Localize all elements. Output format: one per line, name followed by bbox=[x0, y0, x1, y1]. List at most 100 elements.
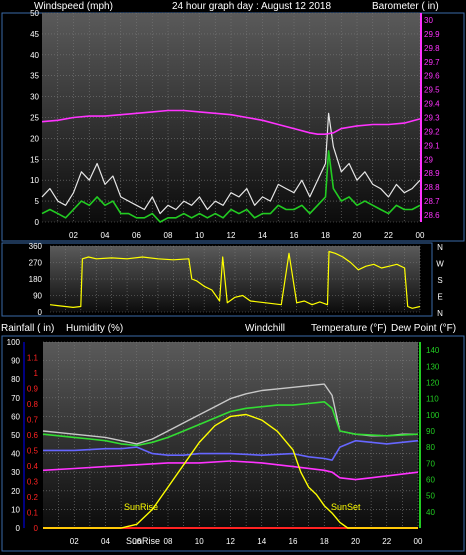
temp-y-tick: 50 bbox=[426, 492, 435, 501]
baro-y-tick: 30 bbox=[424, 16, 433, 25]
panel-frame-temp bbox=[1, 335, 465, 552]
baro-y-tick: 29.8 bbox=[424, 44, 440, 53]
dir-y-tick: 360 bbox=[29, 242, 43, 251]
x-tick-label-p3: 18 bbox=[320, 537, 329, 546]
rain-y-tick: 0 bbox=[34, 524, 39, 533]
humidity-ylabel: Humidity (%) bbox=[66, 323, 123, 334]
windchill-line bbox=[42, 400, 419, 447]
dir-y-tick: 90 bbox=[33, 292, 42, 301]
temperature-ylabel: Temperature (°F) bbox=[311, 323, 387, 334]
dir-y-tick: 270 bbox=[29, 259, 43, 268]
temp-y-tick: 120 bbox=[426, 378, 440, 387]
dir-y-tick: 180 bbox=[29, 275, 43, 284]
baro-y-tick: 29.5 bbox=[424, 86, 440, 95]
rain-y-tick: 0.7 bbox=[27, 416, 39, 425]
wind-y-tick: 30 bbox=[30, 93, 39, 102]
compass-label: W bbox=[436, 260, 444, 269]
baro-y-tick: 29.7 bbox=[424, 58, 440, 67]
baro-y-tick: 28.8 bbox=[424, 183, 440, 192]
rain-y-tick: 0.5 bbox=[27, 447, 39, 456]
humidity-y-tick: 90 bbox=[11, 357, 20, 366]
wind-y-tick: 25 bbox=[30, 114, 39, 123]
rain-y-tick: 1.1 bbox=[27, 354, 39, 363]
temp-y-tick: 130 bbox=[426, 362, 440, 371]
x-tick-label-p1: 08 bbox=[164, 231, 173, 240]
humidity-y-tick: 70 bbox=[11, 394, 20, 403]
wind-y-tick: 20 bbox=[30, 134, 39, 143]
wind-y-tick: 0 bbox=[35, 218, 40, 227]
x-tick-label-p3: 04 bbox=[101, 537, 110, 546]
humidity-y-tick: 80 bbox=[11, 375, 20, 384]
humidity-y-tick: 10 bbox=[11, 505, 20, 514]
x-tick-label-p1: 16 bbox=[290, 231, 299, 240]
panel-frame-direction bbox=[1, 242, 433, 317]
wind-ylabel: Windspeed (mph) bbox=[34, 1, 113, 12]
rain-y-tick: 0.4 bbox=[27, 462, 39, 471]
sunrise-annotation: SunRise bbox=[124, 502, 158, 512]
humidity-y-tick: 20 bbox=[11, 487, 20, 496]
temp-y-tick: 70 bbox=[426, 459, 435, 468]
rain-y-tick: 1 bbox=[34, 369, 39, 378]
compass-label: S bbox=[437, 276, 442, 285]
wind-y-tick: 45 bbox=[30, 30, 39, 39]
x-tick-label-p1: 06 bbox=[132, 231, 141, 240]
wind-y-tick: 5 bbox=[35, 197, 40, 206]
humidity-line bbox=[42, 460, 419, 481]
x-tick-label-p3: 20 bbox=[351, 537, 360, 546]
windchill-label: Windchill bbox=[245, 323, 285, 334]
baro-y-tick: 29 bbox=[424, 155, 433, 164]
rain-y-tick: 0.9 bbox=[27, 385, 39, 394]
humidity-y-tick: 50 bbox=[11, 431, 20, 440]
x-tick-label-p3: 08 bbox=[164, 537, 173, 546]
x-tick-label-p3: 00 bbox=[414, 537, 423, 546]
temp-y-tick: 100 bbox=[426, 411, 440, 420]
baro-y-tick: 28.7 bbox=[424, 197, 440, 206]
chart-title: 24 hour graph day : August 12 2018 bbox=[172, 1, 331, 12]
wind-y-tick: 15 bbox=[30, 155, 39, 164]
humidity-y-tick: 100 bbox=[7, 338, 21, 347]
baro-y-tick: 28.9 bbox=[424, 169, 440, 178]
rain-y-tick: 0.8 bbox=[27, 400, 39, 409]
x-tick-label-p1: 10 bbox=[195, 231, 204, 240]
wind-y-tick: 40 bbox=[30, 51, 39, 60]
baro-y-tick: 29.2 bbox=[424, 127, 440, 136]
dir-y-tick: 0 bbox=[38, 308, 43, 317]
humidity-y-tick: 60 bbox=[11, 412, 20, 421]
dewpoint-ylabel: Dew Point (°F) bbox=[391, 323, 456, 334]
temp-y-tick: 140 bbox=[426, 346, 440, 355]
x-tick-label-p3: 06 bbox=[132, 537, 141, 546]
solar-line bbox=[43, 413, 418, 529]
compass-label: N bbox=[437, 309, 443, 318]
x-tick-label-p3: 14 bbox=[257, 537, 266, 546]
temp-y-tick: 90 bbox=[426, 427, 435, 436]
x-tick-label-p3: 02 bbox=[70, 537, 79, 546]
x-tick-label-p3: 16 bbox=[289, 537, 298, 546]
wind-y-tick: 35 bbox=[30, 72, 39, 81]
x-tick-label-p1: 22 bbox=[384, 231, 393, 240]
barometer-line bbox=[41, 109, 421, 135]
x-tick-label-p1: 02 bbox=[69, 231, 78, 240]
humidity-y-tick: 40 bbox=[11, 450, 20, 459]
temp-y-tick: 80 bbox=[426, 443, 435, 452]
dewpoint-line bbox=[43, 439, 419, 461]
humidity-y-tick: 30 bbox=[11, 468, 20, 477]
x-tick-label-p3: 22 bbox=[382, 537, 391, 546]
x-tick-label-p1: 04 bbox=[101, 231, 110, 240]
compass-label: N bbox=[437, 243, 443, 252]
sunset-annotation: SunSet bbox=[331, 502, 361, 512]
wind-avg-line bbox=[41, 150, 421, 223]
x-tick-label-p1: 20 bbox=[353, 231, 362, 240]
x-tick-label-p3: 12 bbox=[226, 537, 235, 546]
baro-y-tick: 29.1 bbox=[424, 141, 440, 150]
temp-y-tick: 60 bbox=[426, 475, 435, 484]
x-tick-label-p1: 14 bbox=[258, 231, 267, 240]
wind-y-tick: 10 bbox=[30, 176, 39, 185]
baro-y-tick: 29.9 bbox=[424, 30, 440, 39]
x-tick-label-p1: 18 bbox=[321, 231, 330, 240]
sunrise-marker-label: SunRise bbox=[126, 536, 160, 546]
baro-ylabel: Barometer ( in) bbox=[372, 1, 439, 12]
x-tick-label-p3: 10 bbox=[195, 537, 204, 546]
baro-y-tick: 29.4 bbox=[424, 100, 440, 109]
